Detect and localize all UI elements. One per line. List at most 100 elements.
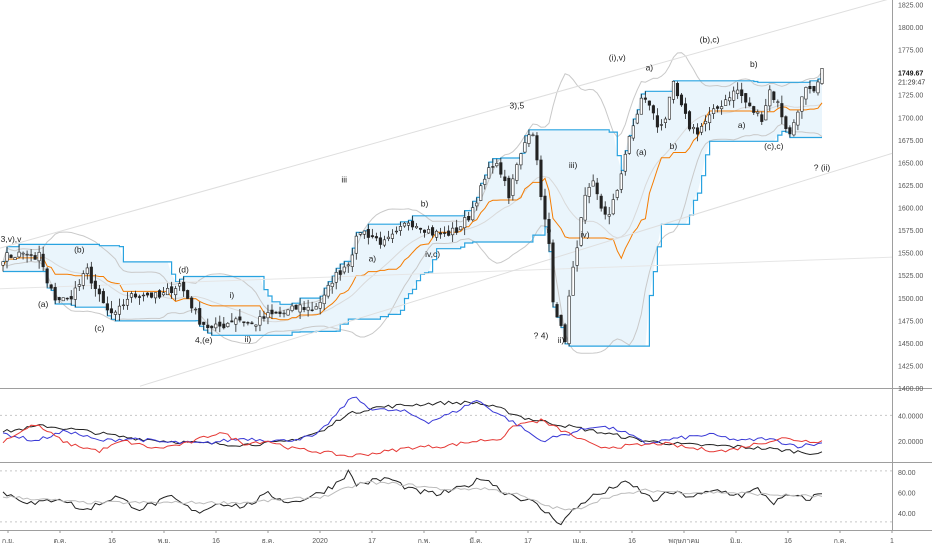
candle[interactable] (760, 111, 764, 125)
candle[interactable] (667, 96, 671, 121)
wave-label[interactable]: ii) (245, 334, 252, 344)
candle[interactable] (370, 228, 374, 239)
candle[interactable] (414, 223, 419, 229)
candle[interactable] (45, 267, 49, 288)
candle[interactable] (583, 187, 587, 224)
candle[interactable] (29, 249, 33, 262)
candle[interactable] (149, 292, 154, 299)
candle[interactable] (65, 297, 69, 301)
candle[interactable] (820, 68, 824, 85)
candle[interactable] (716, 105, 720, 113)
candle[interactable] (507, 175, 511, 204)
candle[interactable] (615, 189, 619, 201)
candle[interactable] (133, 290, 138, 299)
candle[interactable] (559, 314, 563, 328)
candle[interactable] (298, 298, 302, 320)
candle[interactable] (17, 244, 21, 259)
dmi-line-0[interactable] (2, 400, 823, 456)
candle[interactable] (463, 210, 467, 236)
candle[interactable] (675, 81, 680, 99)
trend-line[interactable] (0, 0, 892, 249)
candle[interactable] (182, 276, 186, 297)
candle[interactable] (475, 197, 479, 211)
candle[interactable] (663, 116, 667, 129)
osc-line-0[interactable] (2, 469, 823, 526)
wave-label[interactable]: ii) (558, 335, 565, 345)
candle[interactable] (238, 309, 242, 323)
dmi-line-1[interactable] (2, 396, 823, 449)
donchian-lower-line[interactable] (3, 130, 822, 347)
candle[interactable] (772, 90, 776, 103)
candle[interactable] (447, 225, 451, 237)
candle[interactable] (539, 155, 543, 201)
candle[interactable] (579, 217, 583, 247)
candle[interactable] (105, 296, 109, 316)
candle[interactable] (37, 245, 41, 269)
candle[interactable] (483, 175, 487, 190)
candle[interactable] (527, 129, 531, 147)
candle[interactable] (603, 201, 607, 220)
candle[interactable] (571, 261, 575, 296)
wave-label[interactable]: b) (670, 141, 678, 151)
candle[interactable] (254, 324, 258, 332)
candle[interactable] (166, 283, 170, 296)
candle[interactable] (222, 317, 226, 330)
candle[interactable] (390, 229, 394, 243)
candle[interactable] (543, 188, 547, 227)
candle[interactable] (386, 230, 390, 242)
midline[interactable] (2, 102, 823, 321)
wave-label[interactable]: (b),c) (700, 34, 720, 44)
candle[interactable] (816, 79, 820, 96)
candle[interactable] (792, 119, 796, 137)
candle[interactable] (282, 309, 286, 318)
candle[interactable] (611, 193, 615, 216)
candle[interactable] (796, 110, 800, 131)
candle[interactable] (575, 240, 579, 272)
candle[interactable] (77, 279, 81, 292)
wave-label[interactable]: b) (750, 59, 758, 69)
trend-line[interactable] (0, 256, 893, 290)
candle[interactable] (69, 290, 73, 306)
candle[interactable] (776, 99, 780, 108)
candle[interactable] (346, 262, 350, 273)
candle[interactable] (286, 309, 290, 316)
candle[interactable] (780, 95, 784, 125)
candle[interactable] (85, 263, 89, 280)
candle[interactable] (310, 301, 314, 312)
wave-label[interactable]: (d) (178, 265, 189, 275)
candle[interactable] (740, 82, 744, 104)
candle[interactable] (170, 281, 174, 299)
candle[interactable] (97, 285, 101, 302)
candle[interactable] (435, 229, 439, 241)
candle[interactable] (366, 224, 370, 245)
candle[interactable] (631, 118, 635, 141)
candle[interactable] (491, 158, 495, 174)
candle[interactable] (9, 254, 13, 259)
candle[interactable] (691, 123, 696, 134)
candle[interactable] (362, 230, 366, 239)
candle[interactable] (764, 98, 768, 121)
candle[interactable] (57, 296, 61, 304)
candle[interactable] (748, 97, 752, 107)
wave-label[interactable]: (c) (94, 323, 104, 333)
candle[interactable] (563, 322, 567, 344)
candle[interactable] (808, 80, 812, 94)
candle[interactable] (410, 215, 415, 231)
wave-label[interactable]: iii (341, 174, 347, 184)
candle[interactable] (338, 263, 342, 281)
candle[interactable] (643, 91, 647, 103)
candle[interactable] (382, 235, 386, 248)
candle[interactable] (784, 115, 788, 133)
candle[interactable] (354, 232, 358, 260)
candle[interactable] (736, 82, 740, 100)
candle[interactable] (499, 158, 503, 178)
candle[interactable] (230, 313, 234, 323)
wave-label[interactable]: iv,c) (425, 249, 440, 259)
candle[interactable] (218, 315, 222, 333)
candle[interactable] (659, 119, 663, 131)
candle[interactable] (467, 211, 471, 222)
wave-label[interactable]: 4,(e) (195, 335, 213, 345)
wave-label[interactable]: (b) (74, 245, 85, 255)
candle[interactable] (262, 310, 266, 322)
